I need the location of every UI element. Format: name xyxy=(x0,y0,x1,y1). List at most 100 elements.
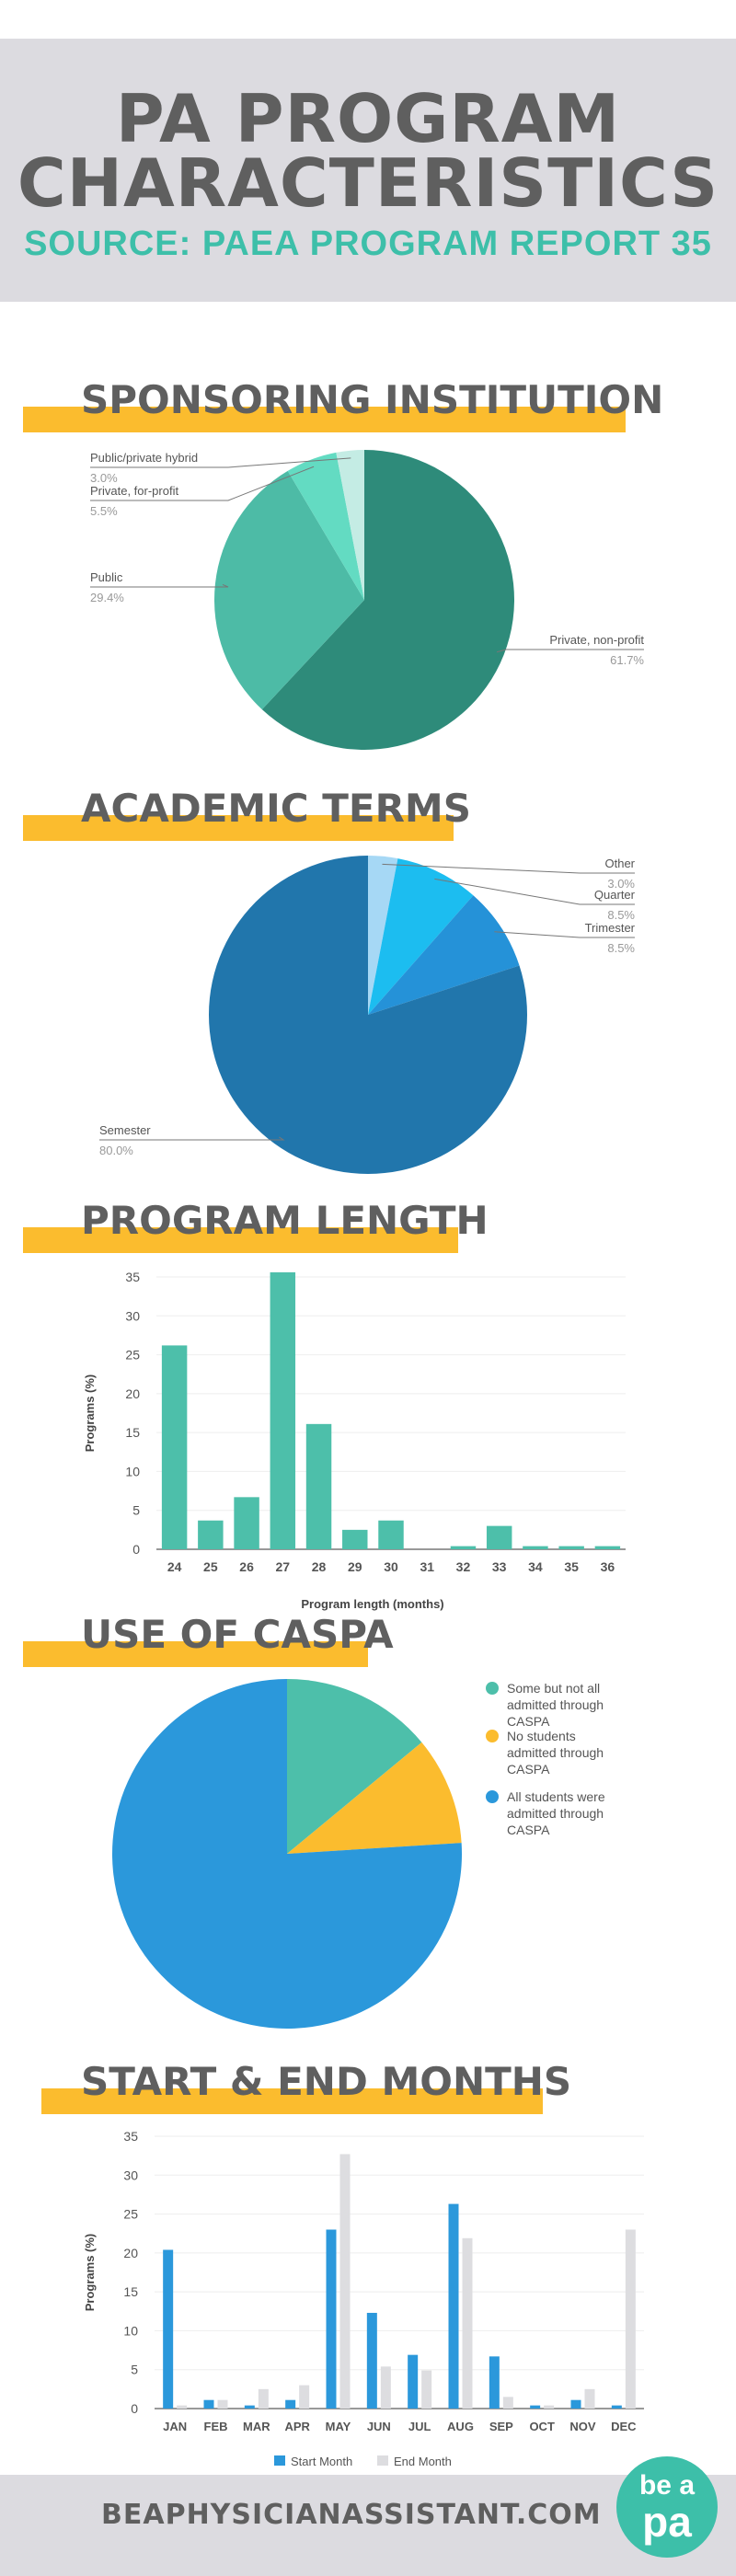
page-subtitle: SOURCE: PAEA PROGRAM REPORT 35 xyxy=(24,224,712,263)
y-axis-label: Programs (%) xyxy=(83,2234,97,2312)
sponsoring-pie-chart: Private, non-profit 61.7% Public 29.4% Priva… xyxy=(90,450,644,750)
bar xyxy=(523,1546,548,1549)
bar xyxy=(380,2366,391,2409)
y-tick-label: 0 xyxy=(131,2401,138,2416)
bar xyxy=(489,2356,500,2409)
bar xyxy=(594,1546,621,1549)
x-tick-label: 30 xyxy=(384,1559,398,1574)
bar xyxy=(177,2405,188,2409)
bar xyxy=(625,2229,636,2409)
bar xyxy=(530,2405,541,2409)
bar xyxy=(342,1529,368,1549)
x-tick-label: DEC xyxy=(611,2420,637,2433)
leader-line xyxy=(90,583,229,588)
bar xyxy=(299,2385,310,2409)
pie-slice xyxy=(287,452,364,600)
legend-label: Some but not all admitted through CASPA xyxy=(507,1681,604,1729)
bar xyxy=(198,1520,224,1549)
slice-label: Semester xyxy=(99,1123,151,1137)
y-tick-label: 5 xyxy=(132,1503,140,1518)
bar xyxy=(217,2399,228,2409)
slice-value: 61.7% xyxy=(610,653,644,667)
caspa-pie-chart: Some but not all admitted through CASPANo … xyxy=(112,1679,605,2029)
section-title-months: START & END MONTHS xyxy=(81,2059,572,2104)
pie-slice xyxy=(208,856,527,1174)
y-tick-label: 10 xyxy=(125,1464,140,1478)
bar xyxy=(448,2203,459,2409)
x-tick-label: 31 xyxy=(420,1559,434,1574)
x-tick-label: NOV xyxy=(569,2420,596,2433)
pie-slice xyxy=(368,895,520,1015)
leader-line xyxy=(90,457,351,468)
legend-swatch xyxy=(486,1790,499,1803)
y-tick-label: 20 xyxy=(125,1386,140,1401)
x-tick-label: 25 xyxy=(203,1559,218,1574)
footer-url[interactable]: BEAPHYSICIANASSISTANT.COM xyxy=(101,2499,602,2531)
page-title-line1: PA PROGRAM xyxy=(115,80,621,157)
bar xyxy=(326,2229,337,2409)
bea-pa-logo: be a pa xyxy=(616,2456,718,2558)
bar xyxy=(285,2399,296,2409)
leader-line xyxy=(434,878,635,905)
legend-label: No students admitted through CASPA xyxy=(507,1729,604,1777)
bar xyxy=(163,2249,174,2409)
x-tick-label: 27 xyxy=(276,1559,291,1574)
bar xyxy=(339,2154,351,2409)
section-highlight xyxy=(23,815,454,841)
x-tick-label: JUN xyxy=(367,2420,391,2433)
footer-banner xyxy=(0,2475,736,2576)
legend-swatch xyxy=(486,1730,499,1742)
x-tick-label: OCT xyxy=(529,2420,555,2433)
x-tick-label: 26 xyxy=(239,1559,254,1574)
bar xyxy=(558,1546,584,1549)
bar xyxy=(258,2388,269,2409)
bar xyxy=(203,2399,214,2409)
leader-line xyxy=(382,863,635,874)
slice-label: Other xyxy=(604,857,635,870)
leader-line xyxy=(90,466,315,501)
academic-terms-pie-chart: Other3.0%Quarter8.5%Trimester8.5%Semeste… xyxy=(99,856,636,1174)
bar xyxy=(270,1271,296,1549)
slice-value: 29.4% xyxy=(90,591,124,604)
x-tick-label: 29 xyxy=(348,1559,362,1574)
logo-top-text: be a xyxy=(639,2470,695,2501)
bar xyxy=(366,2312,377,2409)
bar xyxy=(408,2354,419,2409)
x-tick-label: JUL xyxy=(408,2420,431,2433)
pie-slice xyxy=(287,1742,462,1854)
y-tick-label: 35 xyxy=(125,1270,140,1284)
y-tick-label: 0 xyxy=(132,1542,140,1557)
bar xyxy=(244,2405,255,2409)
legend-swatch xyxy=(274,2455,285,2466)
bar xyxy=(584,2388,595,2409)
leader-line xyxy=(494,931,635,938)
legend-label: End Month xyxy=(394,2455,452,2466)
legend-swatch xyxy=(486,1682,499,1695)
x-tick-label: FEB xyxy=(204,2420,228,2433)
x-tick-label: 28 xyxy=(312,1559,327,1574)
section-highlight xyxy=(41,2088,543,2114)
pie-slice xyxy=(368,856,398,1015)
slice-value: 3.0% xyxy=(90,471,118,485)
bar xyxy=(570,2399,581,2409)
pie-slice xyxy=(214,470,364,710)
section-title-length: PROGRAM LENGTH xyxy=(81,1198,489,1243)
section-title-sponsoring: SPONSORING INSTITUTION xyxy=(81,377,664,422)
bar xyxy=(421,2370,432,2409)
section-title-caspa: USE OF CASPA xyxy=(81,1612,394,1657)
legend-label: All students were admitted through CASPA xyxy=(507,1789,605,1837)
y-tick-label: 30 xyxy=(123,2168,138,2182)
y-tick-label: 35 xyxy=(123,2129,138,2144)
slice-value: 5.5% xyxy=(90,504,118,518)
section-highlight xyxy=(23,1641,368,1667)
x-tick-label: 36 xyxy=(601,1559,615,1574)
slice-value: 8.5% xyxy=(607,908,635,922)
legend-swatch xyxy=(377,2455,388,2466)
pie-slice xyxy=(336,450,364,600)
logo-bottom-text: pa xyxy=(642,2498,692,2546)
pie-slice xyxy=(287,1679,422,1854)
bar xyxy=(305,1423,332,1549)
x-tick-label: 35 xyxy=(564,1559,579,1574)
bar xyxy=(462,2237,473,2409)
start-end-months-bar-chart: 0 5 10 15 20 25 30 35 JAN FEB MAR APR MAY JUN JUL AUG SE… xyxy=(83,2129,644,2466)
